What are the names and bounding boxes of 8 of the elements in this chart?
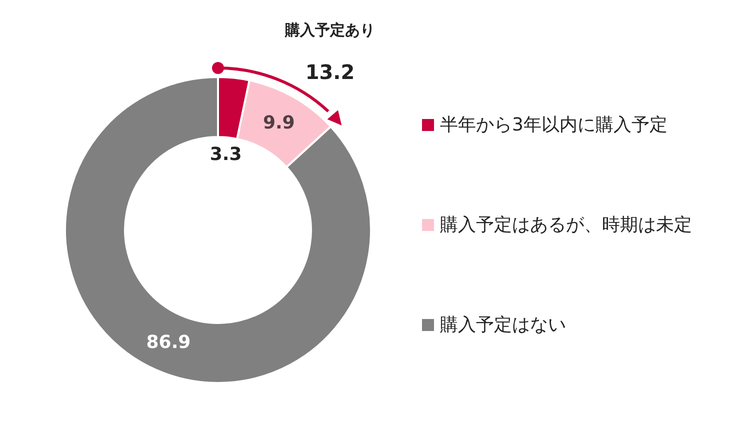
data-label: 86.9 <box>146 332 191 354</box>
legend-label: 半年から3年以内に購入予定 <box>440 114 668 136</box>
legend-label: 購入予定はあるが、時期は未定 <box>440 214 692 236</box>
legend-label: 購入予定はない <box>440 314 566 336</box>
data-label: 9.9 <box>262 112 295 134</box>
text: 13.2 <box>305 60 355 84</box>
text: 購入予定あり <box>284 21 375 39</box>
data-label: 3.3 <box>210 144 242 165</box>
